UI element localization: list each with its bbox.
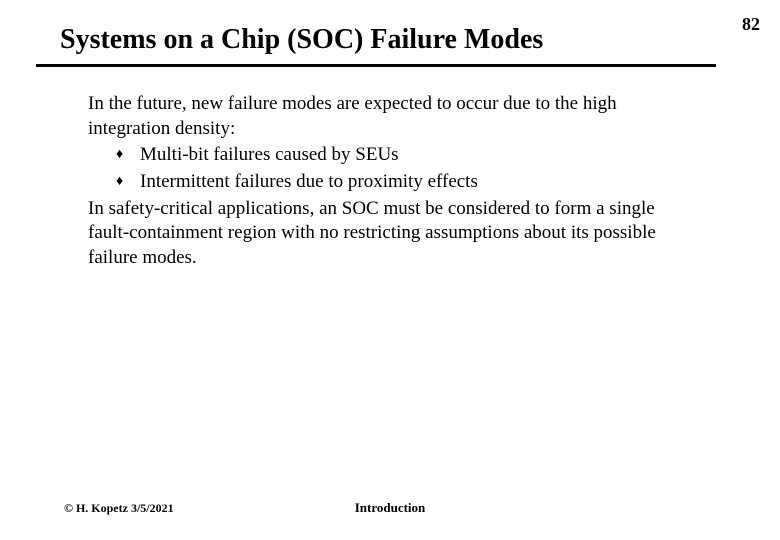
intro-paragraph: In the future, new failure modes are exp… (88, 92, 696, 141)
footer-section-label: Introduction (0, 500, 780, 516)
list-item: ♦ Intermittent failures due to proximity… (116, 170, 696, 195)
diamond-bullet-icon: ♦ (116, 143, 140, 167)
page-number: 82 (742, 14, 760, 35)
bullet-text: Intermittent failures due to proximity e… (140, 170, 696, 195)
bullet-text: Multi-bit failures caused by SEUs (140, 143, 696, 168)
content-area: In the future, new failure modes are exp… (88, 92, 696, 273)
list-item: ♦ Multi-bit failures caused by SEUs (116, 143, 696, 168)
outro-paragraph: In safety-critical applications, an SOC … (88, 197, 696, 271)
page-title: Systems on a Chip (SOC) Failure Modes (60, 24, 543, 56)
title-underline (36, 64, 716, 67)
diamond-bullet-icon: ♦ (116, 170, 140, 194)
slide: 82 Systems on a Chip (SOC) Failure Modes… (0, 0, 780, 540)
bullet-list: ♦ Multi-bit failures caused by SEUs ♦ In… (88, 143, 696, 194)
